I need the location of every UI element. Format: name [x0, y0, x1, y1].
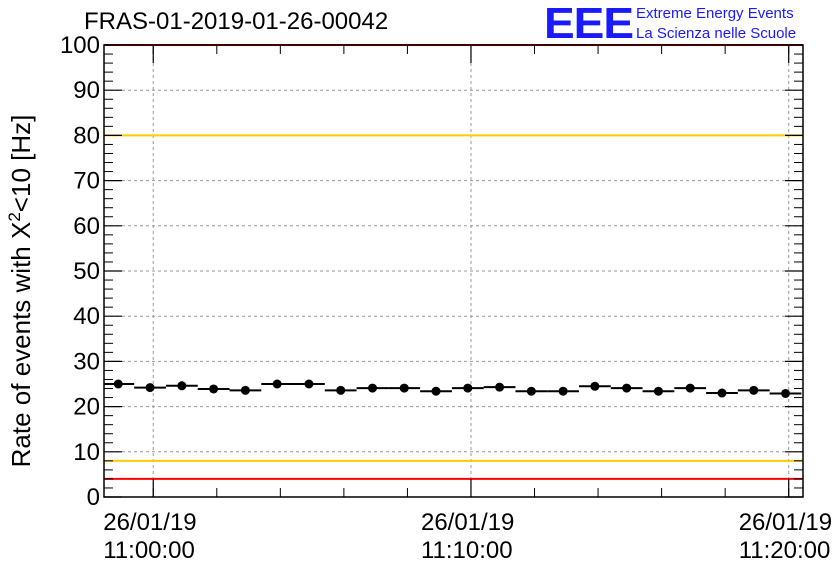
data-point — [399, 383, 409, 393]
y-axis-label-suffix: <10 [Hz] — [6, 115, 36, 213]
eee-logo: EEE Extreme Energy Events La Scienza nel… — [544, 0, 836, 48]
data-point — [526, 386, 536, 396]
data-point — [653, 386, 663, 396]
data-point — [177, 381, 187, 391]
y-axis-label-superscript: 2 — [5, 212, 24, 221]
data-point — [240, 385, 250, 395]
chart-title: FRAS-01-2019-01-26-00042 — [84, 8, 389, 35]
data-point — [336, 385, 346, 395]
y-tick-label: 10 — [73, 439, 100, 466]
x-tick-date: 26/01/19 — [103, 509, 196, 536]
data-point — [304, 379, 314, 389]
grid-lines — [104, 45, 803, 497]
logo-subtitle-2: La Scienza nelle Scuole — [636, 25, 797, 42]
y-tick-label: 60 — [73, 213, 100, 240]
logo-mark: EEE — [544, 0, 634, 48]
y-tick-label: 0 — [87, 484, 100, 511]
data-point — [495, 382, 505, 392]
data-point — [781, 388, 791, 398]
data-point — [272, 379, 282, 389]
data-point — [558, 386, 568, 396]
data-point — [622, 383, 632, 393]
data-point — [431, 386, 441, 396]
data-point — [685, 383, 695, 393]
x-tick-time: 11:20:00 — [739, 537, 831, 564]
y-tick-label: 20 — [73, 394, 100, 421]
data-point — [145, 383, 155, 393]
x-tick-time: 11:10:00 — [421, 537, 513, 564]
y-tick-label: 100 — [60, 32, 100, 59]
logo-subtitle-1: Extreme Energy Events — [636, 5, 794, 22]
data-point — [749, 385, 759, 395]
data-point — [590, 381, 600, 391]
y-tick-label: 70 — [73, 168, 100, 195]
data-series — [104, 379, 802, 398]
y-tick-label: 80 — [73, 122, 100, 149]
x-tick-time: 11:00:00 — [103, 537, 195, 564]
data-point — [113, 379, 123, 389]
data-point — [717, 388, 727, 398]
x-tick-date: 26/01/19 — [421, 509, 514, 536]
y-axis-label: Rate of events with X2<10 [Hz] — [5, 115, 36, 468]
y-tick-label: 90 — [73, 77, 100, 104]
y-axis-label-text: Rate of events with X — [6, 222, 36, 468]
x-tick-date: 26/01/19 — [739, 509, 832, 536]
data-point — [367, 383, 377, 393]
y-tick-label: 30 — [73, 348, 100, 375]
data-point — [463, 383, 473, 393]
y-tick-label: 40 — [73, 303, 100, 330]
data-point — [209, 384, 219, 394]
y-tick-label: 50 — [73, 258, 100, 285]
